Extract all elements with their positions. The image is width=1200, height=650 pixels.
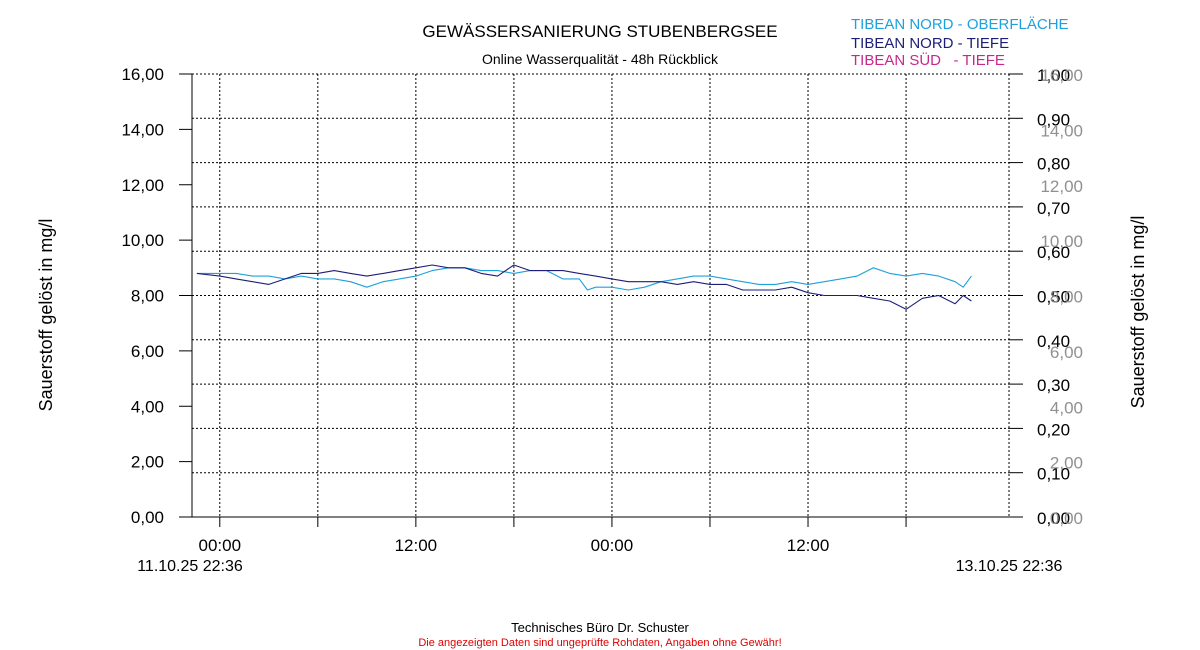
- y-tick-label-right-secondary: 6,00: [1050, 343, 1083, 362]
- x-tick-label: 12:00: [787, 536, 830, 555]
- footer-credit: Technisches Büro Dr. Schuster: [511, 620, 689, 635]
- y-tick-label-left: 6,00: [131, 342, 164, 361]
- x-tick-label: 00:00: [199, 536, 242, 555]
- tick-labels: 0,00 2,00 4,00 6,00 8,00 10,00 12,00 14,00 16,00…: [121, 65, 1083, 555]
- legend-entry-nord-tiefe: TIBEAN NORD - TIEFE: [851, 35, 1009, 52]
- y-tick-label-left: 8,00: [131, 287, 164, 306]
- y-tick-label-right-secondary: 16,00: [1040, 66, 1083, 85]
- grid: [192, 73, 1010, 517]
- chart-subtitle: Online Wasserqualität - 48h Rückblick: [482, 51, 719, 67]
- y-tick-label-left: 16,00: [121, 65, 164, 84]
- x-tick-label: 00:00: [591, 536, 634, 555]
- y-tick-label-right: 0,60: [1037, 243, 1070, 262]
- footer-disclaimer: Die angezeigten Daten sind ungeprüfte Ro…: [418, 637, 781, 649]
- y-tick-label-right: 0,90: [1037, 110, 1070, 129]
- y-tick-label-left: 0,00: [131, 508, 164, 527]
- legend-entry-oberflaeche: TIBEAN NORD - OBERFLÄCHE: [851, 16, 1069, 33]
- y-tick-label-right: 0,50: [1037, 288, 1070, 307]
- legend-entry-sued-tiefe: TIBEAN SÜD - TIEFE: [851, 51, 1005, 69]
- y-tick-label-right-secondary: 0,00: [1050, 509, 1083, 528]
- y-tick-label-right: 1,00: [1037, 66, 1070, 85]
- y-tick-label-right-secondary: 14,00: [1040, 121, 1083, 140]
- y-tick-label-left: 4,00: [131, 397, 164, 416]
- x-start-label: 11.10.25 22:36: [137, 558, 243, 575]
- y-tick-label-right: 0,20: [1037, 420, 1070, 439]
- y-tick-label-right-secondary: 10,00: [1040, 232, 1083, 251]
- y-tick-label-right: 0,10: [1037, 465, 1070, 484]
- y-tick-label-left: 2,00: [131, 453, 164, 472]
- axes: [179, 73, 1023, 527]
- y-tick-label-right: 0,00: [1037, 509, 1070, 528]
- y-tick-label-right-secondary: 12,00: [1040, 177, 1083, 196]
- series-line-1: [196, 264, 972, 310]
- y-tick-label-right: 0,30: [1037, 376, 1070, 395]
- series-line-0: [196, 267, 972, 291]
- y-axis-label-right: Sauerstoff gelöst in mg/l: [1128, 216, 1148, 409]
- y-tick-label-right: 0,70: [1037, 199, 1070, 218]
- y-tick-label-right-secondary: 4,00: [1050, 398, 1083, 417]
- chart-title: GEWÄSSERSANIERUNG STUBENBERGSEE: [422, 22, 777, 41]
- y-tick-label-left: 10,00: [121, 231, 164, 250]
- x-end-label: 13.10.25 22:36: [956, 558, 1063, 575]
- x-tick-label: 12:00: [395, 536, 438, 555]
- series-lines: [196, 264, 972, 310]
- y-axis-label-left: Sauerstoff gelöst in mg/l: [36, 219, 56, 412]
- y-tick-label-right: 0,40: [1037, 332, 1070, 351]
- y-tick-label-left: 12,00: [121, 176, 164, 195]
- y-tick-label-right: 0,80: [1037, 155, 1070, 174]
- y-tick-label-right-secondary: 8,00: [1050, 288, 1083, 307]
- y-tick-label-right-secondary: 2,00: [1050, 454, 1083, 473]
- y-tick-label-left: 14,00: [121, 120, 164, 139]
